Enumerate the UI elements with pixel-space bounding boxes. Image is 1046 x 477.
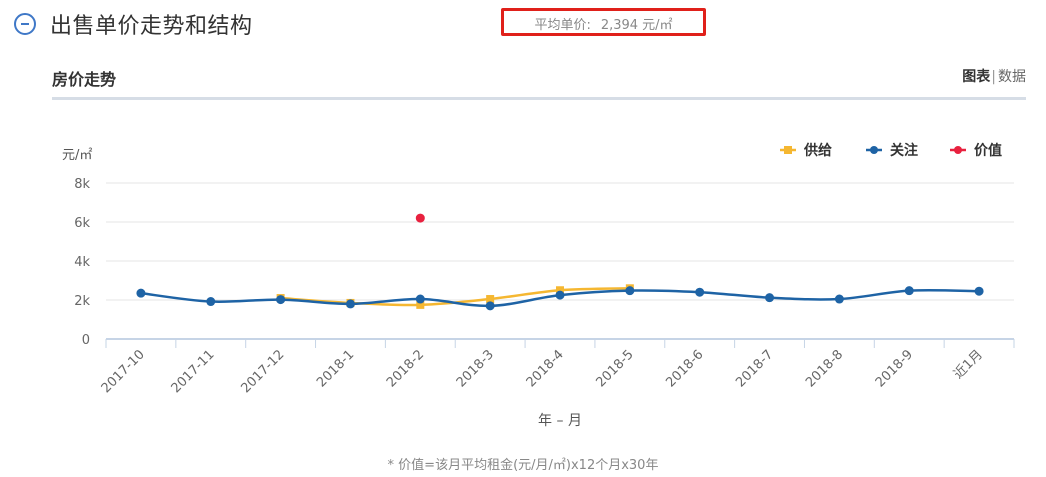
legend-label: 价值 bbox=[974, 142, 1002, 159]
series-point-1 bbox=[904, 286, 914, 296]
x-tick-label: 近1月 bbox=[951, 347, 986, 382]
x-tick-label: 2018-9 bbox=[873, 347, 916, 390]
view-separator: | bbox=[991, 69, 996, 85]
series-point-1 bbox=[136, 288, 146, 298]
series-point-1 bbox=[555, 290, 565, 300]
series-point-0 bbox=[416, 300, 425, 309]
series-point-1 bbox=[695, 287, 705, 297]
y-axis-unit: 元/㎡ bbox=[62, 148, 92, 163]
x-tick-label: 2017-12 bbox=[238, 347, 287, 396]
y-tick-label: 2k bbox=[74, 294, 90, 309]
series-point-0 bbox=[556, 286, 564, 295]
x-tick-label: 2017-10 bbox=[99, 347, 148, 396]
minus-circle-icon[interactable] bbox=[14, 13, 36, 35]
series-point-1 bbox=[485, 301, 495, 311]
legend-marker bbox=[870, 146, 878, 154]
x-tick-label: 2018-5 bbox=[594, 347, 637, 390]
x-axis-title: 年 – 月 bbox=[538, 413, 582, 429]
average-price-value: 2,394 元/㎡ bbox=[600, 18, 673, 33]
series-point-2 bbox=[415, 213, 425, 223]
x-tick-label: 2018-3 bbox=[454, 347, 497, 390]
series-point-1 bbox=[345, 299, 355, 309]
y-tick-label: 4k bbox=[74, 255, 90, 270]
x-tick-label: 2018-7 bbox=[733, 347, 776, 390]
series-point-1 bbox=[625, 286, 635, 296]
legend-label: 关注 bbox=[890, 142, 918, 159]
series-point-1 bbox=[974, 286, 984, 296]
x-tick-label: 2018-2 bbox=[384, 347, 427, 390]
price-trend-chart: 0 2k 4k 6k 8k 元/㎡ 2017-10 2017-11 2017-12 2018-1 2… bbox=[62, 142, 1015, 429]
legend-marker bbox=[954, 146, 962, 154]
series-point-1 bbox=[765, 293, 775, 303]
section-header: 出售单价走势和结构 bbox=[14, 8, 253, 40]
legend-label: 供给 bbox=[803, 142, 832, 159]
series-point-1 bbox=[415, 294, 425, 304]
chart-section-title: 房价走势 bbox=[52, 70, 117, 89]
page-title: 出售单价走势和结构 bbox=[50, 14, 253, 39]
series-point-0 bbox=[486, 295, 495, 304]
series-point-1 bbox=[206, 297, 216, 307]
y-tick-label: 6k bbox=[74, 216, 90, 231]
x-tick-label: 2018-8 bbox=[803, 347, 846, 390]
view-toggle: 图表| 数据 bbox=[962, 66, 1026, 86]
series-point-1 bbox=[834, 294, 844, 304]
y-tick-label: 8k bbox=[74, 177, 90, 192]
section-divider bbox=[52, 97, 1026, 100]
legend-marker bbox=[784, 146, 792, 154]
x-tick-label: 2018-6 bbox=[663, 347, 706, 390]
y-tick-label: 0 bbox=[82, 333, 90, 348]
chart-footnote: * 价值=该月平均租金(元/月/㎡)x12个月x30年 bbox=[387, 458, 659, 473]
x-tick-label: 2017-11 bbox=[169, 347, 218, 396]
average-price-box: 平均单价: 2,394 元/㎡ bbox=[501, 8, 706, 36]
x-tick-label: 2018-1 bbox=[314, 347, 357, 390]
view-chart-tab[interactable]: 图表 bbox=[962, 69, 991, 85]
series-point-1 bbox=[276, 295, 286, 305]
view-data-tab[interactable]: 数据 bbox=[998, 69, 1026, 85]
x-tick-label: 2018-4 bbox=[524, 347, 567, 390]
average-price-label: 平均单价: bbox=[534, 18, 591, 33]
